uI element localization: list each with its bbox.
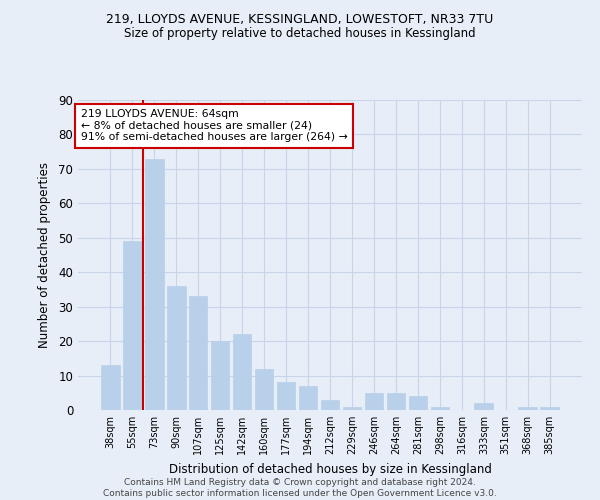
Bar	[299, 386, 317, 410]
Bar	[145, 158, 164, 410]
Bar	[409, 396, 427, 410]
Bar	[518, 406, 537, 410]
Text: 219, LLOYDS AVENUE, KESSINGLAND, LOWESTOFT, NR33 7TU: 219, LLOYDS AVENUE, KESSINGLAND, LOWESTO…	[106, 12, 494, 26]
Bar	[277, 382, 295, 410]
Bar	[431, 406, 449, 410]
Bar	[101, 365, 119, 410]
Bar	[123, 241, 142, 410]
Bar	[167, 286, 185, 410]
Text: Size of property relative to detached houses in Kessingland: Size of property relative to detached ho…	[124, 28, 476, 40]
Bar	[320, 400, 340, 410]
Text: Contains HM Land Registry data © Crown copyright and database right 2024.
Contai: Contains HM Land Registry data © Crown c…	[103, 478, 497, 498]
Bar	[255, 368, 274, 410]
Text: 219 LLOYDS AVENUE: 64sqm
← 8% of detached houses are smaller (24)
91% of semi-de: 219 LLOYDS AVENUE: 64sqm ← 8% of detache…	[80, 110, 347, 142]
Bar	[189, 296, 208, 410]
Y-axis label: Number of detached properties: Number of detached properties	[38, 162, 52, 348]
Bar	[475, 403, 493, 410]
Bar	[386, 393, 405, 410]
Bar	[365, 393, 383, 410]
Bar	[343, 406, 361, 410]
Bar	[541, 406, 559, 410]
Bar	[233, 334, 251, 410]
Bar	[211, 341, 229, 410]
X-axis label: Distribution of detached houses by size in Kessingland: Distribution of detached houses by size …	[169, 462, 491, 475]
